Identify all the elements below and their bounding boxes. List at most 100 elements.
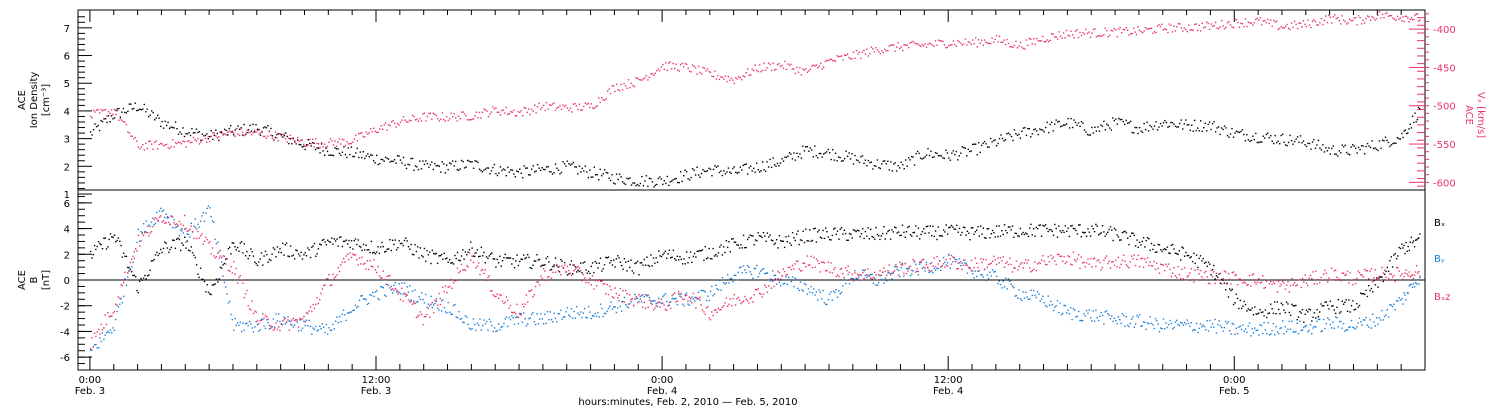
- by-series-point: [1033, 289, 1035, 292]
- ion-density-series-point: [225, 129, 227, 132]
- by-series-point: [267, 321, 269, 324]
- bx-series-point: [329, 241, 332, 243]
- by-series-point: [369, 294, 371, 296]
- bx-series-point: [1394, 252, 1396, 255]
- by-series-point: [385, 295, 387, 297]
- vx-series-point: [545, 102, 548, 104]
- vx-series-point: [666, 69, 668, 71]
- ion-density-series-point: [311, 141, 314, 144]
- bz-series-point: [385, 283, 387, 286]
- by-series-point: [242, 322, 244, 324]
- vx-series-point: [908, 46, 910, 49]
- bz-series-point: [271, 326, 273, 328]
- ion-density-series-point: [376, 154, 378, 157]
- bx-series-point: [409, 248, 411, 250]
- ion-density-series-point: [791, 158, 794, 160]
- by-series-point: [895, 265, 897, 268]
- bz-series-point: [976, 262, 978, 264]
- by-series-point: [999, 283, 1002, 286]
- bx-series-point: [128, 266, 130, 269]
- bx-series-point: [1299, 310, 1301, 313]
- bx-series-point: [644, 264, 647, 266]
- ion-density-series-point: [760, 170, 762, 172]
- by-series-point: [729, 277, 731, 280]
- bz-series-point: [847, 265, 849, 267]
- by-series-point: [1236, 332, 1239, 335]
- bz-series-point: [285, 321, 288, 323]
- bz-series-point: [287, 319, 289, 321]
- bz-series-point: [753, 294, 755, 296]
- ion-density-series-point: [1100, 124, 1102, 126]
- bx-series-point: [557, 266, 559, 268]
- ion-density-series-point: [1037, 133, 1039, 136]
- ion-density-series-point: [1369, 146, 1372, 149]
- vx-series-point: [675, 63, 677, 65]
- bx-series-point: [1113, 227, 1116, 230]
- bz-series-point: [458, 272, 460, 274]
- vx-series-point: [222, 133, 224, 135]
- by-series-point: [958, 258, 961, 260]
- vx-series-point: [979, 42, 981, 44]
- bx-series-point: [976, 229, 978, 231]
- by-series-point: [1075, 316, 1077, 318]
- bz-series-point: [336, 274, 338, 276]
- ion-density-series-point: [463, 167, 466, 169]
- vx-series-point: [197, 137, 199, 140]
- bx-series-point: [184, 236, 186, 238]
- vx-series-point: [92, 109, 95, 112]
- bz-series-point: [766, 291, 769, 293]
- vx-series-point: [1059, 35, 1062, 37]
- vx-series-point: [419, 117, 421, 120]
- by-series-point: [1404, 294, 1406, 296]
- bx-series-point: [1038, 224, 1040, 227]
- bz-series-point: [186, 230, 188, 232]
- vx-series-point: [109, 112, 111, 115]
- bz-series-point: [485, 279, 488, 282]
- ion-density-series-point: [1055, 119, 1057, 121]
- bz-series-point: [789, 266, 791, 268]
- vx-series-point: [843, 54, 846, 56]
- ion-density-series-point: [604, 169, 606, 171]
- bz-series-point: [630, 299, 632, 301]
- vx-series-point: [1077, 36, 1080, 39]
- ion-density-series-point: [1034, 128, 1036, 130]
- ion-density-series-point: [1246, 134, 1248, 136]
- bx-series-point: [1213, 264, 1215, 267]
- ion-density-series-point: [554, 163, 557, 165]
- ion-density-series-point: [581, 167, 583, 170]
- bx-series-point: [576, 271, 578, 273]
- ion-density-series-point: [158, 117, 160, 119]
- ion-density-series-point: [1235, 130, 1238, 132]
- vx-series-point: [1052, 33, 1054, 35]
- vx-series-point: [313, 146, 315, 148]
- vx-series-point: [383, 124, 385, 126]
- by-series-point: [550, 319, 553, 321]
- bz-series-point: [874, 271, 876, 274]
- vx-series-point: [173, 146, 175, 148]
- vx-series-point: [699, 71, 701, 74]
- vx-series-point: [326, 145, 329, 148]
- bz-series-point: [803, 262, 806, 264]
- by-series-point: [664, 293, 667, 295]
- b-tick-label: 0: [64, 276, 70, 287]
- by-series-point: [1153, 327, 1155, 330]
- bx-series-point: [1014, 232, 1016, 234]
- ion-density-series-point: [620, 176, 622, 178]
- vx-series-point: [712, 76, 715, 78]
- bx-series-point: [185, 247, 187, 249]
- bz-series-point: [255, 311, 257, 313]
- vx-series-point: [1124, 29, 1126, 31]
- bz-series-point: [599, 280, 602, 282]
- by-series-point: [161, 210, 163, 213]
- ion-density-series-point: [437, 164, 439, 167]
- bz-series-point: [598, 278, 600, 281]
- vx-series-point: [741, 79, 743, 81]
- by-series-point: [361, 294, 363, 297]
- by-series-point: [309, 325, 312, 328]
- by-series-point: [985, 279, 987, 282]
- bx-series-point: [625, 261, 627, 263]
- ion-density-series-point: [727, 167, 730, 169]
- bx-series-point: [590, 265, 592, 268]
- bz-series-point: [452, 282, 455, 284]
- bz-series-point: [429, 316, 431, 318]
